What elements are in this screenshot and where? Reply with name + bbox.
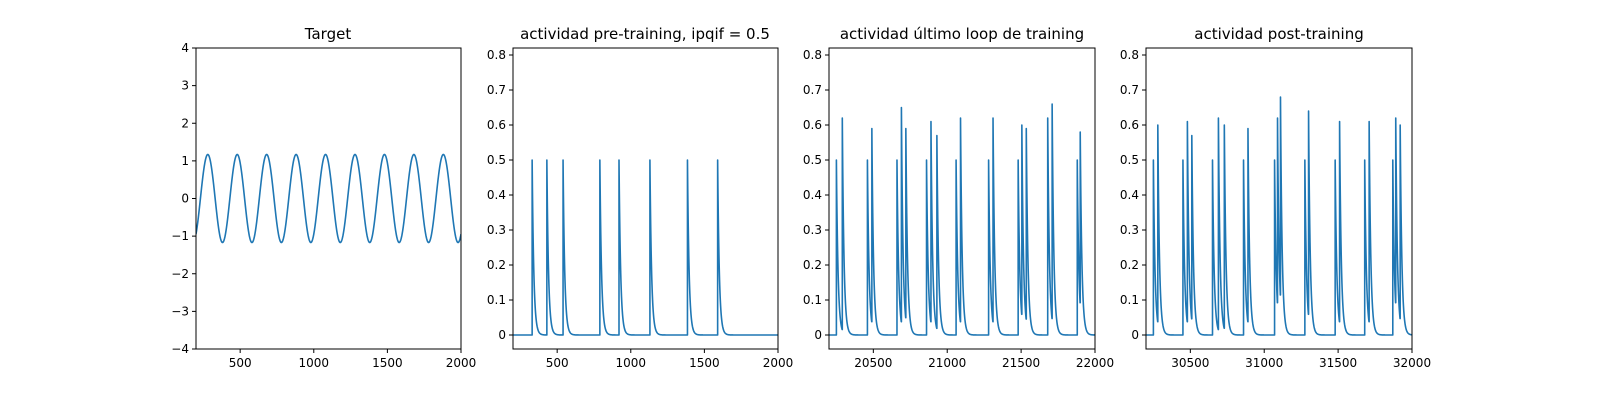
post-training-x-tick-label: 31000 (1245, 356, 1283, 370)
pre-training-x-tick-label: 1500 (689, 356, 720, 370)
pre-training-ticks: 500 1000 1500 2000 0 0.1 0.2 0.3 0.4 0.5 0.6 0.7 0.8 (487, 48, 793, 370)
pre-training-y-tick-label: 0.4 (487, 188, 506, 202)
pre-training-x-tick-label: 1000 (616, 356, 647, 370)
post-training-panel: actividad post-training 30500 31000 31500 3… (1120, 25, 1431, 370)
target-ticks: 500 1000 1500 2000 −4 −3 −2 −1 0 1 2 3 4 (171, 41, 476, 370)
last-training-loop-y-tick-label: 0.3 (803, 223, 822, 237)
post-training-x-tick-label: 30500 (1171, 356, 1209, 370)
last-training-loop-x-tick-label: 21000 (928, 356, 966, 370)
target-y-tick-label: 2 (181, 116, 189, 130)
post-training-ticks: 30500 31000 31500 32000 0 0.1 0.2 0.3 0.4 0.5 0.6 0… (1120, 48, 1431, 370)
last-training-loop-y-tick-label: 0 (814, 328, 822, 342)
last-training-loop-series-line (829, 103, 1095, 336)
last-training-loop-y-tick-label: 0.2 (803, 258, 822, 272)
post-training-y-tick-label: 0.7 (1120, 83, 1139, 97)
post-training-y-tick-label: 0.3 (1120, 223, 1139, 237)
post-training-y-tick-label: 0.2 (1120, 258, 1139, 272)
target-axes-frame (195, 47, 462, 350)
pre-training-title: actividad pre-training, ipqif = 0.5 (520, 25, 770, 43)
target-panel: Target 500 1000 1500 2000 −4 −3 −2 −1 0 1 2 3 4 (171, 25, 476, 370)
pre-training-y-tick-label: 0.5 (487, 153, 506, 167)
target-series-line (196, 153, 461, 244)
target-x-tick-label: 500 (229, 356, 252, 370)
pre-training-y-tick-label: 0.1 (487, 293, 506, 307)
target-x-tick-label: 2000 (446, 356, 477, 370)
pre-training-y-tick-label: 0.2 (487, 258, 506, 272)
post-training-title: actividad post-training (1194, 25, 1363, 43)
last-training-loop-plot (829, 103, 1095, 336)
last-training-loop-y-tick-label: 0.1 (803, 293, 822, 307)
last-training-loop-x-tick-label: 21500 (1002, 356, 1040, 370)
target-x-tick-label: 1500 (372, 356, 403, 370)
post-training-x-tick-label: 31500 (1319, 356, 1357, 370)
post-training-y-tick-label: 0.1 (1120, 293, 1139, 307)
last-training-loop-x-tick-label: 20500 (854, 356, 892, 370)
target-title: Target (304, 25, 352, 43)
post-training-series-line (1146, 96, 1412, 336)
pre-training-y-tick-label: 0.7 (487, 83, 506, 97)
target-y-tick-label: 0 (181, 192, 189, 206)
post-training-plot (1146, 96, 1412, 336)
post-training-y-tick-label: 0.4 (1120, 188, 1139, 202)
last-training-loop-y-tick-label: 0.4 (803, 188, 822, 202)
last-training-loop-title: actividad último loop de training (840, 25, 1084, 43)
last-training-loop-y-tick-label: 0.8 (803, 48, 822, 62)
pre-training-x-tick-label: 500 (546, 356, 569, 370)
target-x-tick-label: 1000 (299, 356, 330, 370)
pre-training-y-tick-label: 0.3 (487, 223, 506, 237)
last-training-loop-ticks: 20500 21000 21500 22000 0 0.1 0.2 0.3 0.4 0.5 0.6 0… (803, 48, 1114, 370)
last-training-loop-x-tick-label: 22000 (1076, 356, 1114, 370)
last-training-loop-axes-frame (828, 47, 1096, 350)
target-y-tick-label: 4 (181, 41, 189, 55)
post-training-y-tick-label: 0.5 (1120, 153, 1139, 167)
last-training-loop-y-tick-label: 0.6 (803, 118, 822, 132)
post-training-y-tick-label: 0.6 (1120, 118, 1139, 132)
last-training-loop-y-tick-label: 0.5 (803, 153, 822, 167)
target-y-tick-label: −2 (171, 267, 189, 281)
post-training-y-tick-label: 0 (1131, 328, 1139, 342)
pre-training-y-tick-label: 0.8 (487, 48, 506, 62)
pre-training-axes-frame (512, 47, 779, 350)
pre-training-series-line (513, 159, 778, 336)
pre-training-panel: actividad pre-training, ipqif = 0.5 500 1… (487, 25, 793, 370)
target-y-tick-label: 3 (181, 79, 189, 93)
target-y-tick-label: −1 (171, 229, 189, 243)
pre-training-x-tick-label: 2000 (763, 356, 794, 370)
target-y-tick-label: −3 (171, 304, 189, 318)
post-training-x-tick-label: 32000 (1393, 356, 1431, 370)
post-training-axes-frame (1145, 47, 1413, 350)
pre-training-plot (513, 159, 778, 336)
target-y-tick-label: 1 (181, 154, 189, 168)
post-training-y-tick-label: 0.8 (1120, 48, 1139, 62)
pre-training-y-tick-label: 0 (498, 328, 506, 342)
last-training-loop-y-tick-label: 0.7 (803, 83, 822, 97)
last-training-loop-panel: actividad último loop de training 20500 2… (803, 25, 1114, 370)
target-plot (196, 153, 461, 244)
target-y-tick-label: −4 (171, 342, 189, 356)
pre-training-y-tick-label: 0.6 (487, 118, 506, 132)
